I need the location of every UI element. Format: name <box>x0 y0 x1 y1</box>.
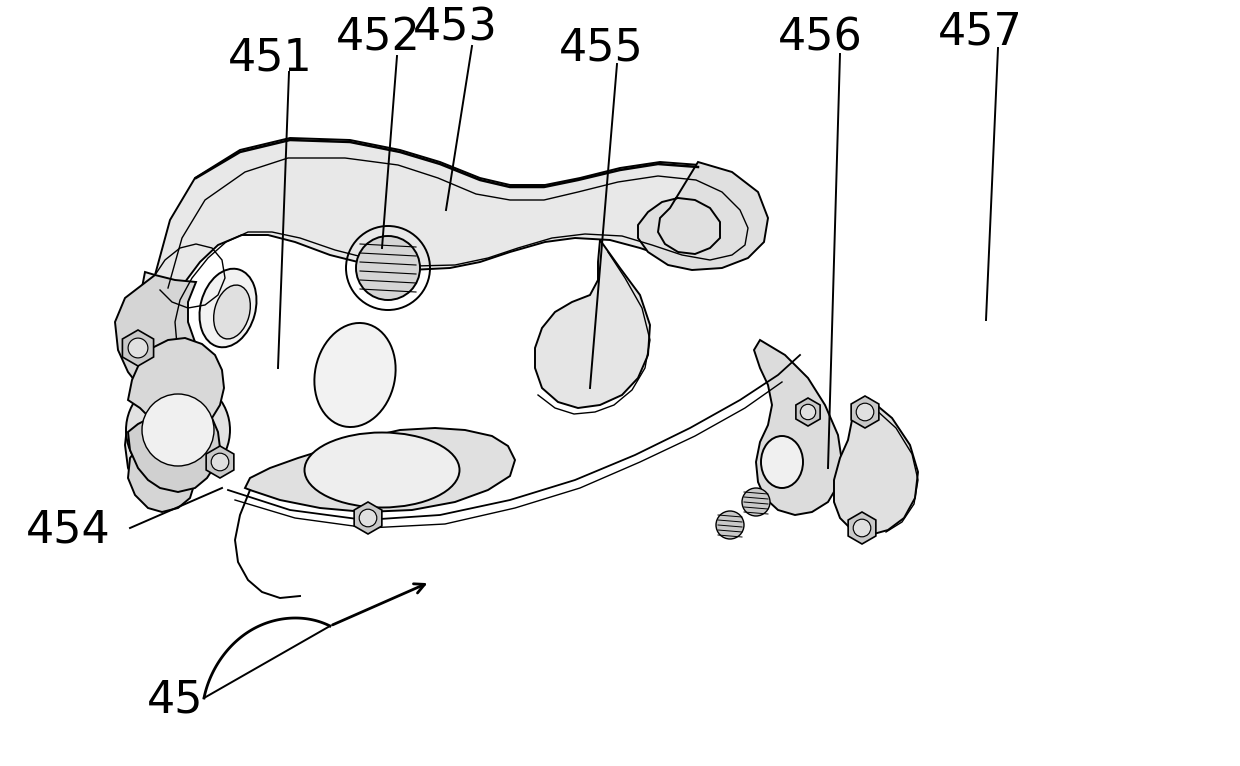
Ellipse shape <box>200 269 257 347</box>
Polygon shape <box>115 275 200 512</box>
Polygon shape <box>355 502 382 534</box>
Circle shape <box>742 488 770 516</box>
Polygon shape <box>128 338 224 430</box>
Circle shape <box>856 403 874 421</box>
Polygon shape <box>835 398 918 535</box>
Text: 454: 454 <box>26 509 110 552</box>
Ellipse shape <box>213 285 250 339</box>
Text: 452: 452 <box>336 17 420 60</box>
Circle shape <box>128 338 148 358</box>
Circle shape <box>853 519 870 537</box>
Polygon shape <box>639 162 768 270</box>
Ellipse shape <box>305 433 460 508</box>
Text: 456: 456 <box>777 17 862 60</box>
Polygon shape <box>246 428 515 512</box>
Circle shape <box>356 236 420 300</box>
Circle shape <box>800 404 816 420</box>
Circle shape <box>715 511 744 539</box>
Polygon shape <box>128 418 219 492</box>
Text: 455: 455 <box>559 27 644 70</box>
Polygon shape <box>754 340 842 515</box>
Polygon shape <box>848 512 875 544</box>
Polygon shape <box>206 446 234 478</box>
Polygon shape <box>125 138 760 500</box>
Circle shape <box>360 509 377 527</box>
Text: 457: 457 <box>937 11 1022 54</box>
Text: 451: 451 <box>228 37 312 80</box>
Polygon shape <box>851 396 879 428</box>
Circle shape <box>211 453 229 471</box>
Text: 45: 45 <box>146 679 203 722</box>
Text: 453: 453 <box>413 6 497 50</box>
Ellipse shape <box>761 436 804 488</box>
Circle shape <box>143 394 215 466</box>
Polygon shape <box>796 398 820 426</box>
Polygon shape <box>123 330 154 366</box>
Polygon shape <box>534 240 650 408</box>
Ellipse shape <box>315 323 396 427</box>
Circle shape <box>126 378 229 482</box>
